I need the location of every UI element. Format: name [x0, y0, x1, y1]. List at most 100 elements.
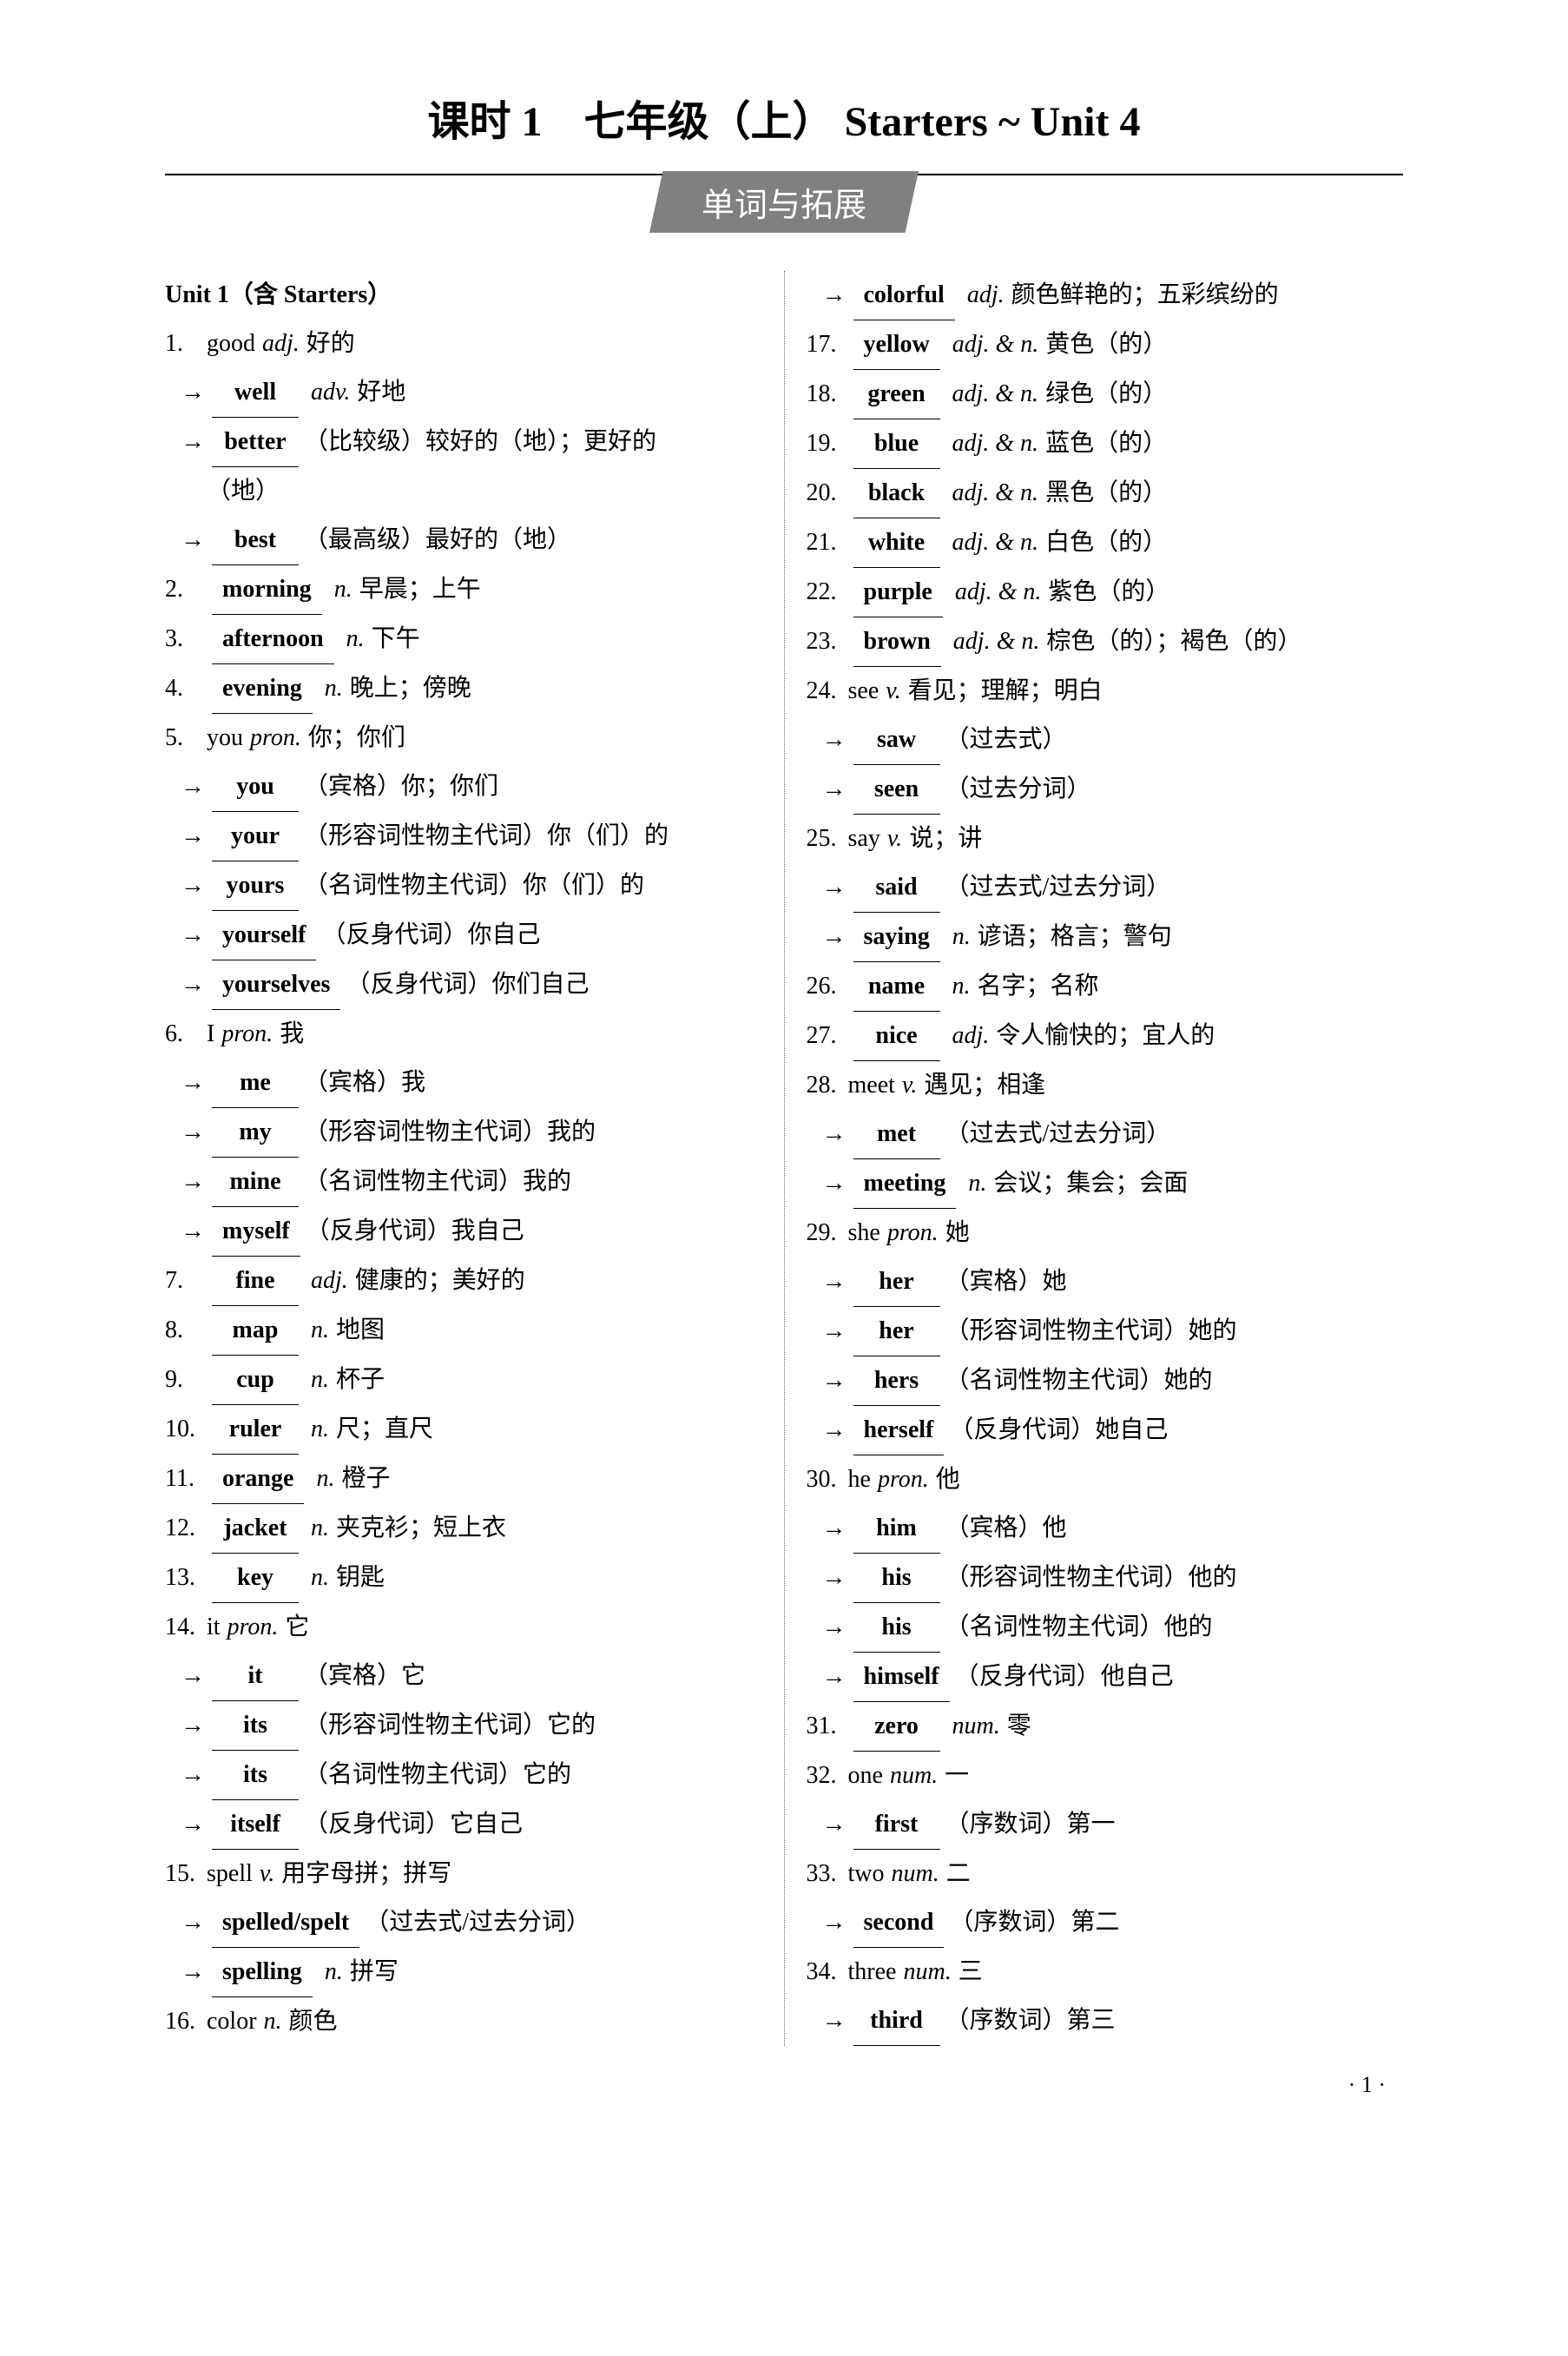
part-of-speech: n. [311, 1515, 329, 1541]
answer-blank: well [212, 368, 299, 418]
answer-blank: its [212, 1751, 299, 1800]
part-of-speech: n. [264, 2008, 282, 2035]
arrow-icon: → [165, 1207, 207, 1256]
vocab-subentry: →colorfuladj.颜色鲜艳的；五彩缤纷的 [807, 271, 1404, 320]
entry-number: 34. [807, 1948, 848, 1996]
arrow-icon: → [807, 271, 848, 320]
vocab-entry: 12.jacketn.夹克衫；短上衣 [165, 1504, 762, 1554]
arrow-icon: → [807, 1110, 848, 1158]
arrow-icon: → [807, 1653, 848, 1701]
arrow-icon: → [807, 1800, 848, 1849]
arrow-icon: → [807, 1257, 848, 1306]
entry-definition: （形容词性物主代词）它的 [304, 1712, 596, 1739]
vocab-subentry: →said（过去式/过去分词） [807, 863, 1404, 913]
title-en: Starters ~ Unit 4 [845, 99, 1141, 145]
entry-definition: （宾格）他 [945, 1515, 1067, 1541]
answer-blank: your [212, 812, 299, 861]
arrow-icon: → [807, 1603, 848, 1652]
entry-word: it [207, 1614, 221, 1640]
vocab-entry: 27.niceadj.令人愉快的；宜人的 [807, 1012, 1404, 1061]
arrow-icon: → [165, 812, 207, 861]
answer-blank: white [853, 518, 940, 568]
entry-definition: （名词性物主代词）他的 [945, 1614, 1213, 1640]
answer-blank: brown [853, 617, 941, 667]
entry-number: 25. [807, 815, 848, 863]
part-of-speech: pron. [887, 1219, 939, 1246]
arrow-icon: → [807, 1307, 848, 1356]
entry-word: spell [207, 1860, 253, 1887]
arrow-icon: → [165, 516, 207, 564]
arrow-icon: → [165, 1158, 207, 1206]
entry-definition: （过去分词） [945, 775, 1091, 802]
vocab-entry: 5.youpron.你；你们 [165, 714, 762, 762]
entry-word: he [848, 1466, 871, 1493]
part-of-speech: adj. & n. [955, 578, 1042, 605]
entry-definition: 我 [280, 1020, 304, 1047]
arrow-icon: → [807, 1504, 848, 1553]
vocab-entry: 13.keyn.钥匙 [165, 1554, 762, 1603]
entry-word: good [207, 330, 255, 357]
entry-number: 16. [165, 1997, 207, 2046]
entry-definition: 看见；理解；明白 [908, 677, 1103, 704]
vocab-entry: 19.blueadj. & n.蓝色（的） [807, 419, 1404, 469]
page-title: 课时 1 七年级（上） Starters ~ Unit 4 [165, 87, 1403, 148]
entry-definition: 拼写 [350, 1958, 399, 1985]
vocab-entry: 9.cupn.杯子 [165, 1356, 762, 1405]
vocab-entry: 1.goodadj.好的 [165, 320, 762, 368]
entry-definition: （过去式/过去分词） [945, 874, 1171, 901]
left-column: Unit 1（含 Starters）1.goodadj.好的→welladv.好… [165, 271, 785, 2046]
entry-number: 24. [807, 667, 848, 716]
answer-blank: jacket [212, 1504, 299, 1554]
vocab-subentry: →saw（过去式） [807, 716, 1404, 765]
section-banner-wrap: 单词与拓展 [165, 174, 1403, 236]
entry-number: 32. [807, 1752, 848, 1800]
vocab-entry: 14.itpron.它 [165, 1603, 762, 1652]
vocab-subentry: →third（序数词）第三 [807, 1996, 1404, 2046]
vocab-entry: 6.Ipron.我 [165, 1010, 762, 1059]
vocab-subentry: →itself（反身代词）它自己 [165, 1800, 762, 1850]
entry-definition: 下午 [372, 625, 420, 652]
vocab-subentry: →yourself（反身代词）你自己 [165, 911, 762, 960]
entry-definition: （序数词）第一 [945, 1811, 1116, 1838]
entry-definition: 一 [945, 1762, 969, 1789]
entry-definition: 黄色（的） [1045, 331, 1167, 358]
vocab-subentry: →meetingn.会议；集会；会面 [807, 1159, 1404, 1209]
entry-definition: 令人愉快的；宜人的 [996, 1022, 1215, 1049]
part-of-speech: n. [316, 1465, 334, 1492]
entry-definition: （反身代词）你们自己 [346, 971, 589, 998]
part-of-speech: pron. [250, 724, 301, 751]
entry-definition: 晚上；傍晚 [350, 675, 471, 702]
vocab-entry: 29.shepron.她 [807, 1209, 1404, 1257]
entry-definition: （反身代词）我自己 [306, 1218, 524, 1244]
vocab-entry: 26.namen.名字；名称 [807, 962, 1404, 1012]
answer-blank: colorful [853, 271, 955, 320]
entry-definition: （反身代词）它自己 [304, 1811, 523, 1838]
arrow-icon: → [165, 911, 207, 960]
answer-blank: key [212, 1554, 299, 1603]
vocab-subentry: →its（名词性物主代词）它的 [165, 1751, 762, 1800]
vocab-entry: 17.yellowadj. & n.黄色（的） [807, 320, 1404, 370]
entry-number: 17. [807, 320, 848, 369]
entry-definition: 紫色（的） [1048, 578, 1169, 605]
part-of-speech: num. [892, 1860, 939, 1887]
entry-word: two [848, 1860, 885, 1887]
answer-blank: seen [853, 765, 940, 815]
vocab-entry: 30.hepron.他 [807, 1455, 1404, 1504]
entry-definition: 蓝色（的） [1045, 430, 1167, 457]
vocab-entry: 18.greenadj. & n.绿色（的） [807, 370, 1404, 419]
entry-definition: （过去式/过去分词） [945, 1120, 1171, 1147]
entry-definition: 谚语；格言；警句 [978, 923, 1172, 950]
answer-blank: first [853, 1800, 940, 1850]
entry-number: 20. [807, 469, 848, 518]
arrow-icon: → [165, 1108, 207, 1157]
answer-blank: evening [212, 664, 313, 714]
entry-word: say [848, 825, 880, 852]
part-of-speech: v. [902, 1072, 917, 1099]
entry-number: 30. [807, 1455, 848, 1504]
vocab-subentry: →my（形容词性物主代词）我的 [165, 1108, 762, 1158]
answer-blank: green [853, 370, 940, 419]
answer-blank: itself [212, 1800, 299, 1850]
entry-number: 19. [807, 419, 848, 468]
part-of-speech: v. [260, 1860, 274, 1887]
part-of-speech: num. [890, 1762, 938, 1789]
